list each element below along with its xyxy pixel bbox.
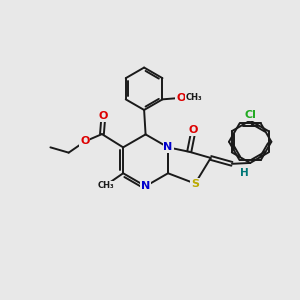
Text: O: O bbox=[80, 136, 90, 146]
Text: O: O bbox=[189, 125, 198, 135]
Text: N: N bbox=[141, 181, 150, 191]
Text: Cl: Cl bbox=[244, 110, 256, 120]
Text: S: S bbox=[191, 178, 199, 189]
Text: H: H bbox=[240, 168, 249, 178]
Text: N: N bbox=[164, 142, 172, 152]
Text: O: O bbox=[176, 93, 185, 103]
Text: O: O bbox=[99, 111, 108, 121]
Text: CH₃: CH₃ bbox=[97, 182, 114, 190]
Text: CH₃: CH₃ bbox=[186, 93, 202, 102]
